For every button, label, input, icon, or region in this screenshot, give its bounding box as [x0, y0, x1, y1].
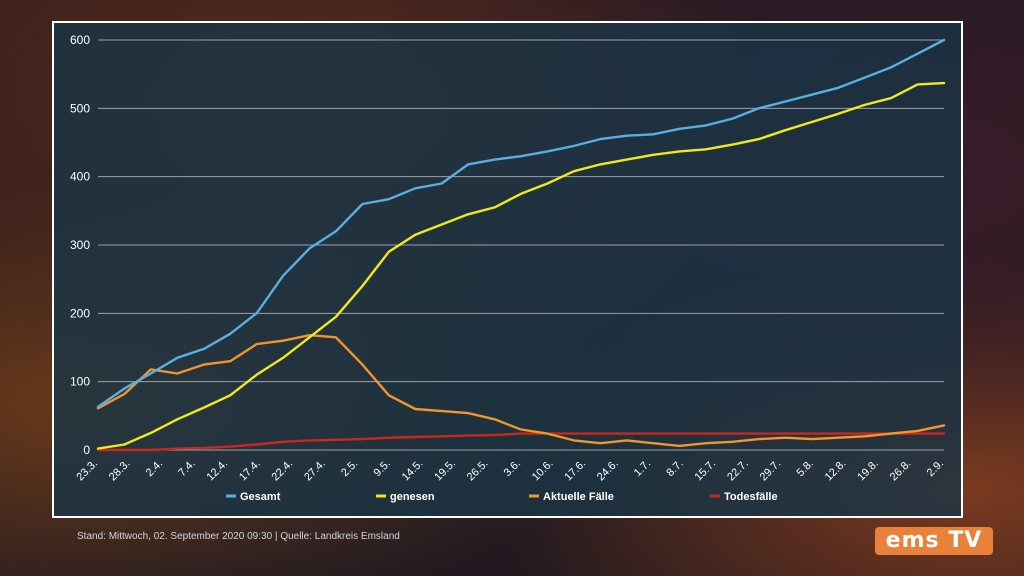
- series-line: [96, 81, 946, 450]
- x-tick-label: 19.8.: [855, 458, 881, 484]
- line-chart: 0 100 200 300 400 500 600 23.3. 28.3. 2.4. 7.4. 12.…: [70, 33, 946, 503]
- y-tick-label: 100: [70, 375, 90, 389]
- x-tick-label: 26.8.: [888, 458, 914, 484]
- x-tick-label: 1.7.: [632, 458, 653, 479]
- y-tick-label: 0: [83, 443, 90, 457]
- x-tick-label: 2.4.: [144, 458, 165, 479]
- stand-label: Stand:: [77, 531, 106, 542]
- x-tick-label: 22.4.: [270, 458, 296, 484]
- x-tick-label: 28.3.: [107, 458, 133, 484]
- x-tick-label: 2.9.: [925, 458, 946, 479]
- x-tick-label: 14.5.: [400, 458, 426, 484]
- x-tick-label: 15.7.: [693, 458, 719, 484]
- x-tick-label: 26.5.: [465, 458, 491, 484]
- series-line: [96, 334, 946, 448]
- x-tick-label: 7.4.: [176, 458, 197, 479]
- x-tick-label: 12.4.: [204, 458, 230, 484]
- legend-label: genesen: [390, 491, 435, 503]
- x-tick-label: 23.3.: [74, 458, 100, 484]
- y-tick-label: 600: [70, 33, 90, 47]
- series-line: [96, 432, 946, 452]
- footer-note: Stand: Mittwoch, 02. September 2020 09:3…: [77, 531, 400, 542]
- x-tick-label: 2.5.: [339, 458, 360, 479]
- y-tick-label: 300: [70, 238, 90, 252]
- y-tick-label: 500: [70, 101, 90, 115]
- x-tick-label: 3.6.: [502, 458, 523, 479]
- x-tick-label: 29.7.: [758, 458, 784, 484]
- x-tick-label: 5.8.: [795, 458, 816, 479]
- legend-label: Gesamt: [240, 491, 281, 503]
- legend-label: Aktuelle Fälle: [543, 491, 614, 503]
- x-tick-label: 19.5.: [432, 458, 458, 484]
- x-tick-label: 17.6.: [562, 458, 588, 484]
- x-tick-label: 12.8.: [823, 458, 849, 484]
- y-tick-label: 200: [70, 306, 90, 320]
- x-tick-label: 8.7.: [664, 458, 685, 479]
- stand-value: Mittwoch, 02. September 2020 09:30: [108, 531, 273, 542]
- x-tick-label: 22.7.: [725, 458, 751, 484]
- ems-tv-logo: ems TV: [875, 527, 993, 555]
- chart-frame: 0 100 200 300 400 500 600 23.3. 28.3. 2.4. 7.4. 12.…: [52, 21, 963, 518]
- footer-separator: |: [274, 531, 281, 542]
- series-line: [96, 38, 946, 409]
- y-tick-label: 400: [70, 170, 90, 184]
- x-tick-label: 10.6.: [530, 458, 556, 484]
- x-tick-label: 9.5.: [372, 458, 393, 479]
- source-label: Quelle:: [280, 531, 312, 542]
- source-value: Landkreis Emsland: [314, 531, 400, 542]
- x-tick-label: 27.4.: [302, 458, 328, 484]
- x-tick-label: 24.6.: [595, 458, 621, 484]
- x-tick-label: 17.4.: [237, 458, 263, 484]
- legend-label: Todesfälle: [724, 491, 778, 503]
